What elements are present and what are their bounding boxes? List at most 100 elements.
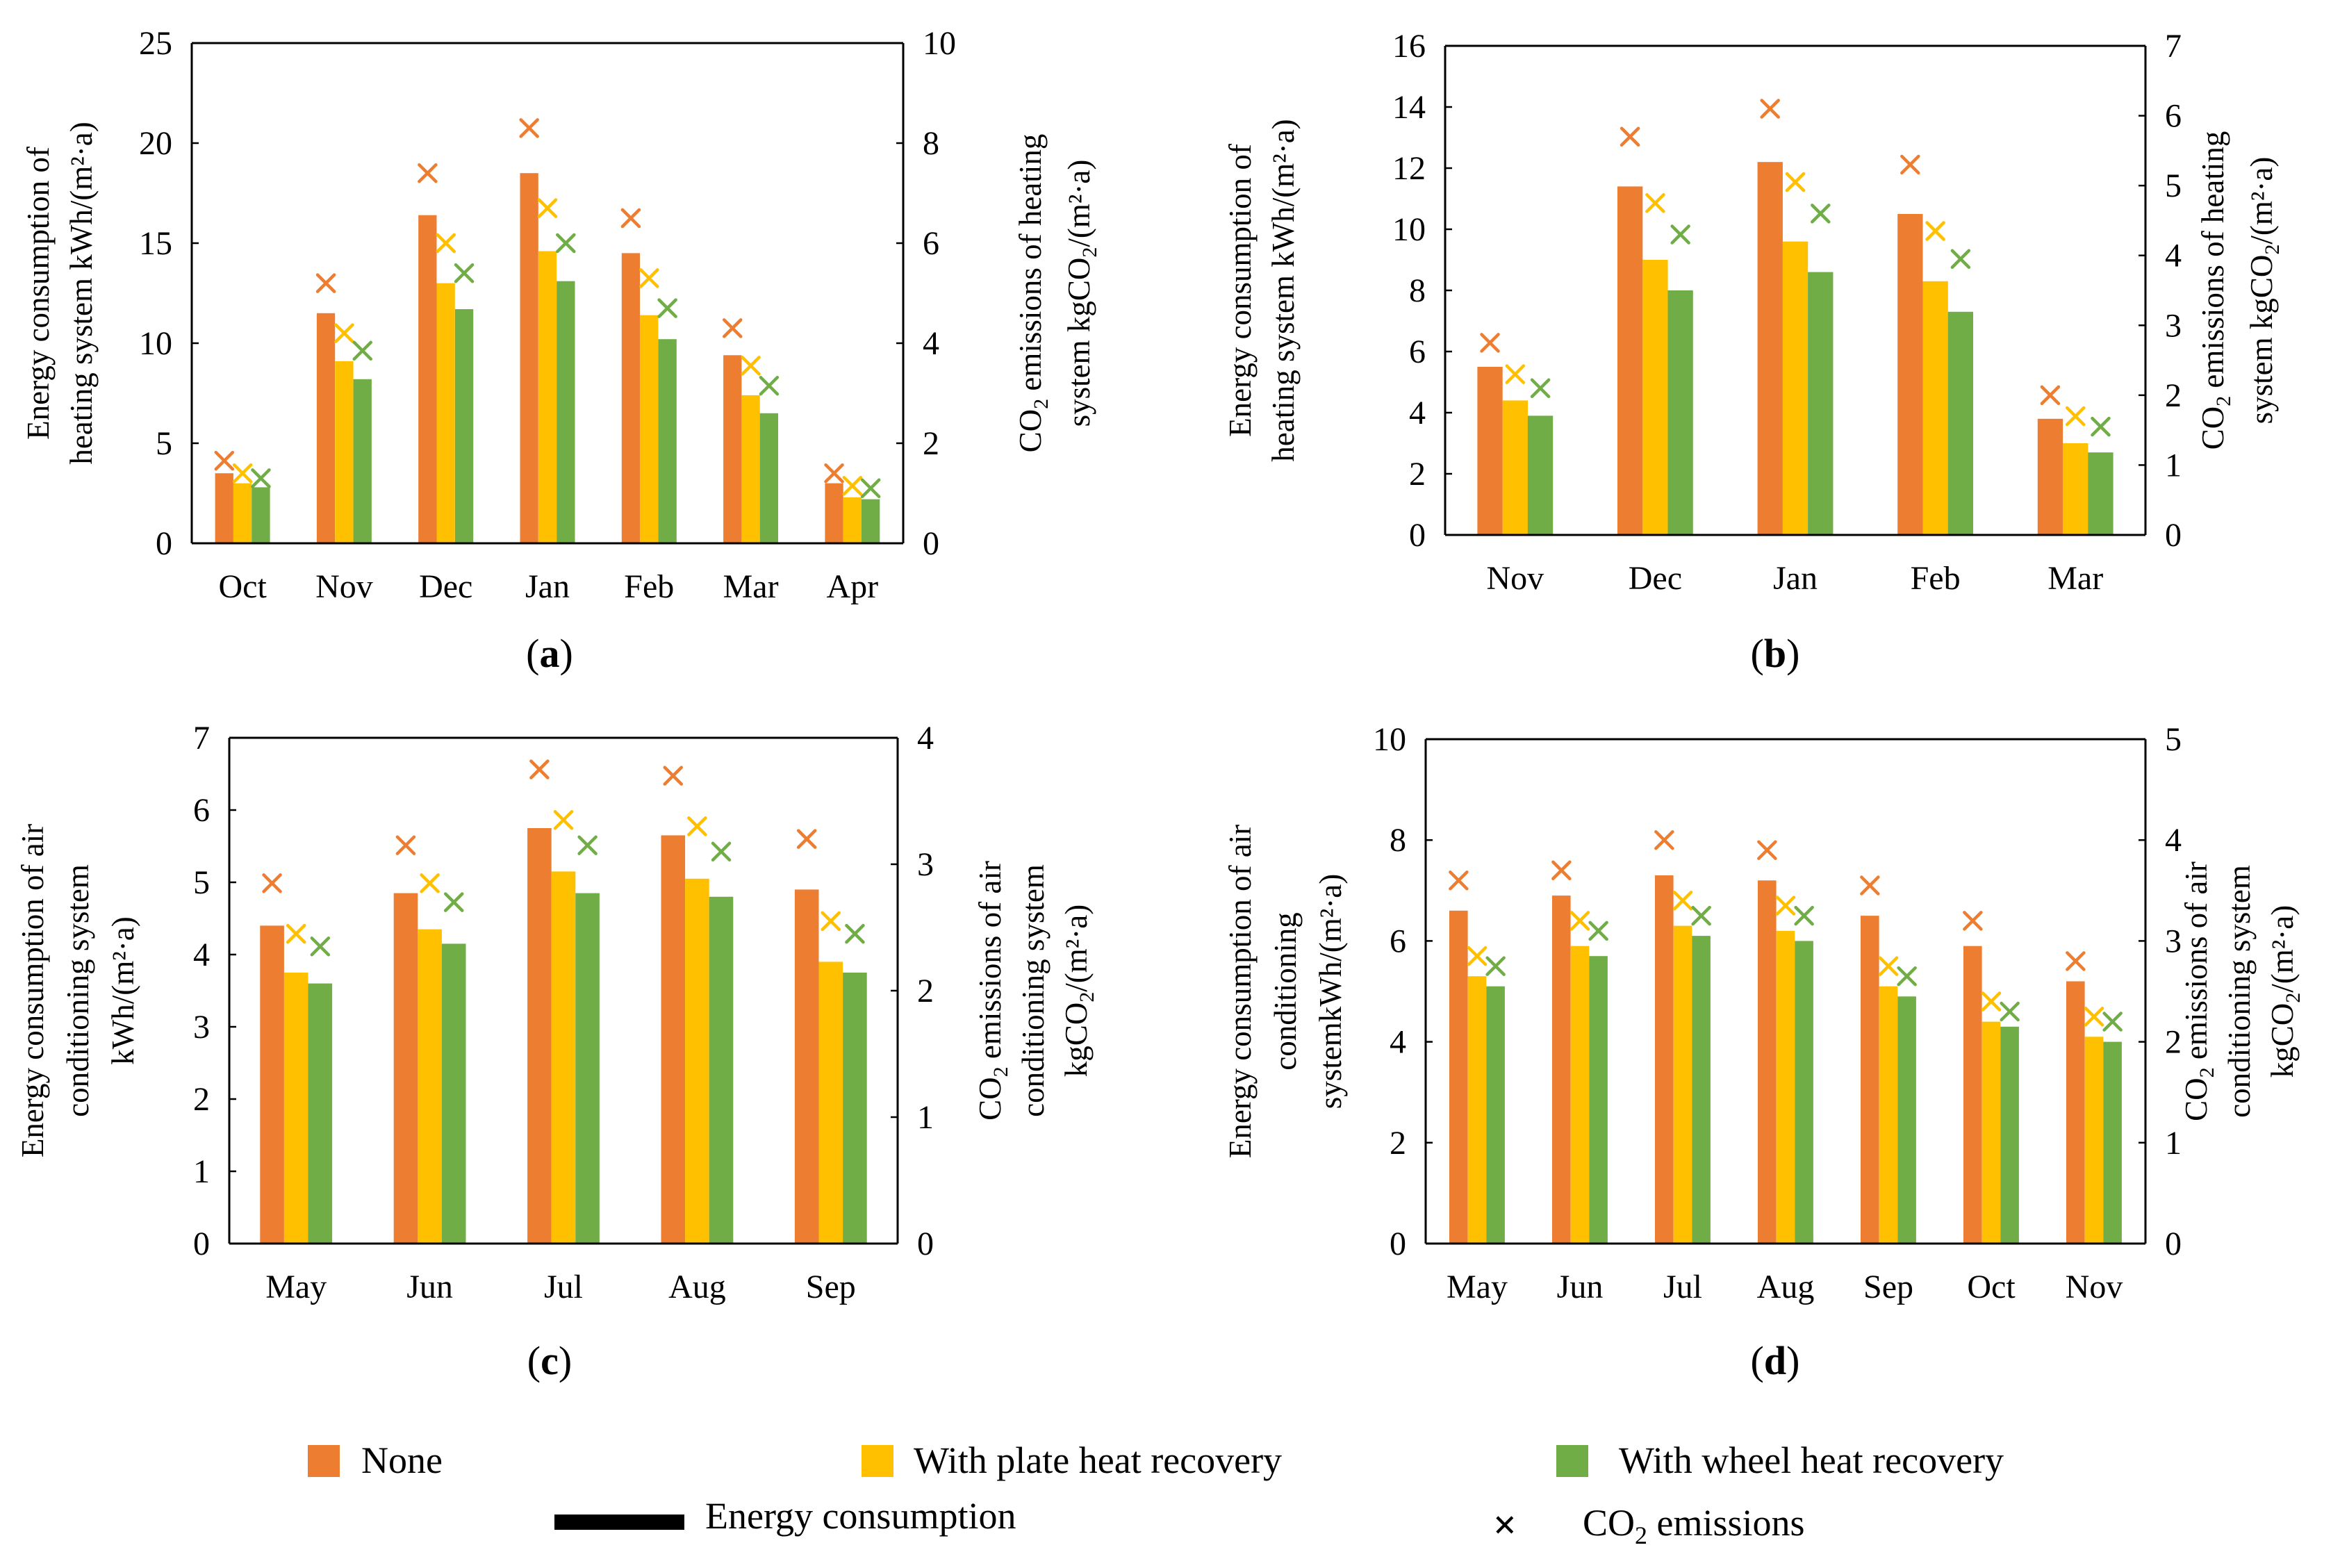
bar-d-none-jun	[1552, 896, 1571, 1244]
bar-c-wheel-aug	[709, 896, 734, 1244]
bar-d-wheel-jun	[1589, 956, 1608, 1244]
ytick-label-c: 1	[193, 1153, 210, 1190]
bar-b-none-dec	[1617, 186, 1643, 535]
bar-a-wheel-nov	[353, 379, 372, 543]
co2-marker-c-wheel-may	[310, 936, 331, 957]
y2label-part: conditioning system	[1016, 864, 1050, 1117]
ytick-label-a: 0	[156, 525, 172, 562]
xtick-label-b: Dec	[1629, 560, 1682, 597]
legend-energy-label: Energy consumption	[705, 1495, 1016, 1537]
co2-marker-d-plate-nov	[2084, 1007, 2104, 1027]
ytick-label-a: 5	[156, 425, 172, 462]
co2-marker-stroke	[334, 323, 354, 343]
ytick-label-a: 15	[139, 225, 172, 262]
co2-marker-stroke	[2084, 1007, 2104, 1027]
co2-marker-stroke	[577, 835, 598, 855]
co2-marker-stroke	[1757, 840, 1777, 860]
y2label-b: CO2 emissions of heating	[2195, 131, 2235, 450]
co2-marker-b-wheel-dec	[1670, 224, 1690, 245]
bar-d-wheel-jul	[1692, 936, 1711, 1244]
co2-marker-stroke	[310, 936, 331, 957]
bar-d-plate-may	[1467, 976, 1487, 1244]
bar-b-plate-dec	[1642, 260, 1668, 535]
panel-label-letter: a	[540, 631, 560, 676]
co2-marker-a-none-nov	[315, 273, 336, 293]
co2-marker-c-wheel-sep	[845, 923, 865, 944]
bar-a-wheel-jan	[557, 281, 575, 543]
y2tick-label-b: 7	[2165, 28, 2182, 65]
xtick-label-b: Feb	[1911, 560, 1961, 597]
ytick-label-d: 2	[1390, 1125, 1406, 1162]
co2-marker-stroke	[620, 208, 641, 229]
y2label-part: 2	[989, 1066, 1012, 1077]
bar-d-none-aug	[1758, 880, 1777, 1244]
co2-marker-stroke	[315, 273, 336, 293]
bar-b-plate-mar	[2063, 443, 2088, 535]
y2tick-label-b: 6	[2165, 98, 2182, 135]
co2-marker-stroke	[214, 450, 235, 471]
panel-label-letter: c	[541, 1338, 559, 1383]
co2-marker-stroke	[639, 268, 659, 288]
co2-marker-stroke	[251, 468, 271, 488]
co2-marker-stroke	[1530, 378, 1551, 399]
co2-marker-a-none-mar	[722, 318, 743, 338]
co2-marker-a-wheel-nov	[352, 340, 373, 361]
bar-d-wheel-sep	[1897, 996, 1916, 1244]
y2label-part: kgCO	[1059, 1002, 1094, 1078]
panel-label-paren: )	[560, 631, 573, 676]
y2label-c: conditioning system	[1016, 864, 1050, 1117]
co2-marker-a-plate-jan	[537, 198, 558, 218]
ytick-label-d: 0	[1390, 1225, 1406, 1262]
y2tick-label-d: 0	[2165, 1225, 2182, 1262]
co2-marker-d-none-nov	[2066, 951, 2086, 971]
y2label-part: 2	[2282, 993, 2305, 1003]
co2-marker-b-wheel-jan	[1811, 204, 1831, 224]
legend-co2-label: CO2 emissions	[1583, 1502, 1805, 1549]
co2-marker-a-wheel-jan	[556, 233, 576, 254]
co2-marker-stroke	[1775, 896, 1796, 916]
ytick-label-b: 14	[1392, 89, 1426, 126]
y2label-a: CO2 emissions of heating	[1013, 134, 1053, 453]
co2-marker-stroke	[687, 816, 707, 836]
co2-marker-stroke	[1950, 249, 1971, 269]
bar-a-none-feb	[621, 253, 641, 543]
bar-a-wheel-dec	[454, 309, 474, 543]
bar-d-wheel-aug	[1795, 941, 1813, 1244]
ytick-label-d: 6	[1390, 923, 1406, 959]
co2-marker-a-wheel-dec	[454, 263, 475, 283]
co2-marker-stroke	[232, 463, 253, 484]
co2-marker-d-wheel-jul	[1691, 905, 1711, 926]
y2tick-label-b: 4	[2165, 238, 2182, 274]
ylabel-c: kWh/(m²·a)	[106, 916, 140, 1064]
co2-marker-b-wheel-feb	[1950, 249, 1971, 269]
co2-marker-stroke	[796, 829, 817, 849]
bar-b-wheel-mar	[2088, 452, 2114, 535]
co2-marker-d-none-may	[1449, 870, 1469, 891]
co2-marker-d-plate-jun	[1569, 911, 1590, 931]
co2-marker-stroke	[1645, 193, 1665, 213]
co2-marker-stroke	[1760, 99, 1780, 119]
legend-plate-swatch	[862, 1445, 893, 1477]
ylabel-a: Energy consumption of	[21, 147, 56, 440]
co2-marker-stroke	[352, 340, 373, 361]
co2-marker-stroke	[1691, 905, 1711, 926]
bar-a-wheel-mar	[759, 413, 778, 543]
panel-c: 0 1 2 3 4 5 6 7 0 1 2 3 4 May Jun Jul Aug Sep Energy consu…	[15, 720, 1098, 1383]
co2-marker-stroke	[262, 873, 282, 893]
y2label-part: emissions of heating	[1013, 134, 1048, 399]
bar-a-none-apr	[825, 483, 843, 543]
co2-marker-stroke	[1811, 204, 1831, 224]
co2-marker-stroke	[1620, 126, 1640, 147]
bar-c-wheel-jun	[441, 943, 466, 1244]
bar-d-none-sep	[1861, 916, 1879, 1244]
bar-c-none-aug	[661, 835, 686, 1244]
panel-label-paren: )	[1786, 631, 1799, 676]
y2label-part: system kgCO	[2244, 255, 2279, 424]
bar-a-wheel-apr	[862, 499, 880, 543]
xtick-label-b: Nov	[1486, 560, 1544, 597]
y2label-part: 2	[1030, 399, 1053, 409]
co2-marker-d-wheel-oct	[2000, 1001, 2020, 1022]
xtick-label-c: Jun	[406, 1269, 453, 1305]
y2label-part: CO	[1013, 409, 1048, 453]
